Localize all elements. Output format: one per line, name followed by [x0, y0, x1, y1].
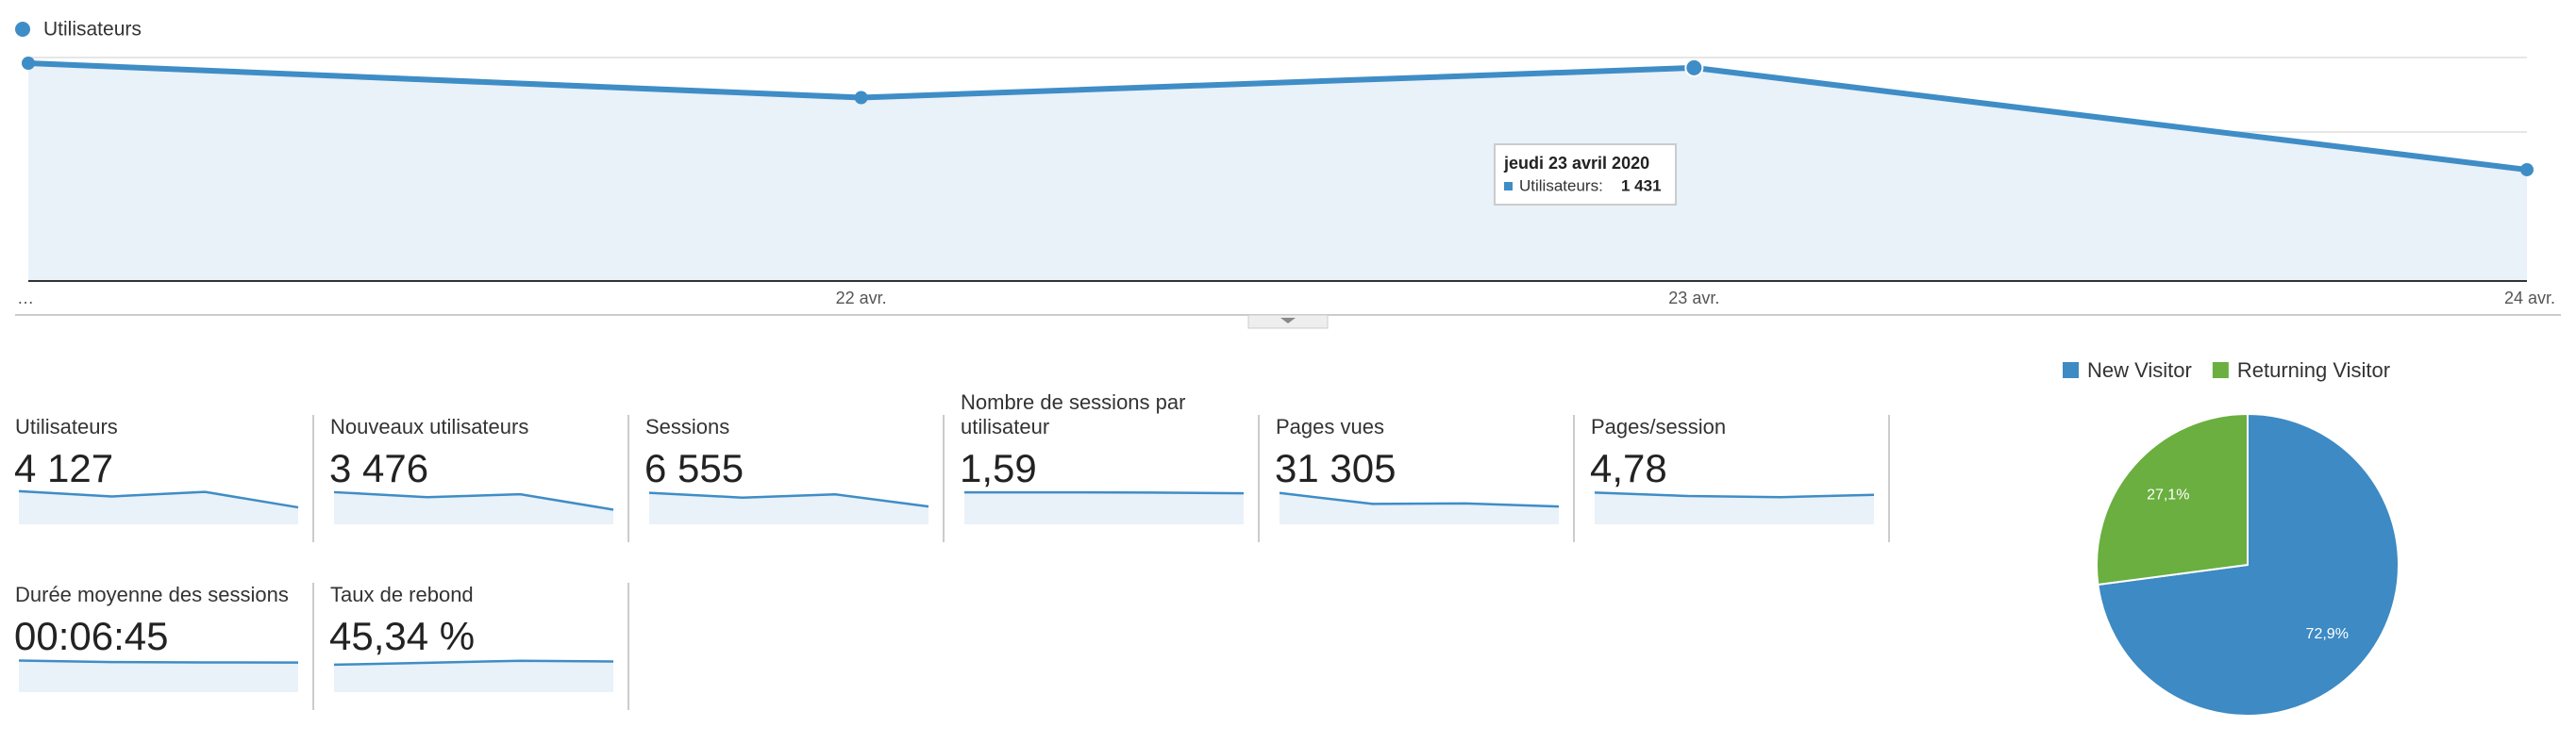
- sparkline-area: [964, 492, 1244, 524]
- metric-label: Taux de rebond: [330, 583, 474, 606]
- x-tick-label: …: [17, 289, 34, 307]
- tooltip-title: jeudi 23 avril 2020: [1503, 154, 1649, 173]
- sparkline: [1594, 491, 1875, 499]
- metric-value: 3 476: [329, 446, 428, 490]
- metric-value: 00:06:45: [14, 614, 169, 658]
- metric-value: 4 127: [14, 446, 113, 490]
- metric-label: Pages/session: [1591, 415, 1726, 438]
- sparkline: [1279, 491, 1560, 508]
- tooltip-swatch: [1504, 182, 1513, 190]
- metric-label: Nombre de sessions par utilisateur: [961, 390, 1185, 438]
- metric-value: 31 305: [1275, 446, 1396, 490]
- legend-dot: [15, 22, 30, 37]
- metric-label-line: utilisateur: [961, 415, 1049, 438]
- metric-label: Utilisateurs: [15, 415, 118, 438]
- sparkline: [18, 489, 299, 509]
- sparkline-area: [334, 491, 613, 524]
- sparkline-area: [649, 492, 928, 524]
- x-tick-label: 24 avr.: [2504, 289, 2555, 307]
- metric-value: 6 555: [644, 446, 744, 490]
- data-point: [854, 91, 868, 105]
- sparkline: [18, 659, 299, 664]
- sparkline: [333, 490, 614, 511]
- legend-swatch: [2212, 362, 2229, 378]
- metric-label: Durée moyenne des sessions: [15, 583, 289, 606]
- legend-label: Returning Visitor: [2237, 358, 2390, 382]
- x-tick-label: 22 avr.: [836, 289, 887, 307]
- sparkline-area: [1595, 492, 1874, 524]
- data-point: [2520, 162, 2534, 176]
- sparkline-area: [334, 660, 613, 692]
- collapse-arrow[interactable]: [1280, 318, 1296, 323]
- pie-value-label: 72,9%: [2306, 626, 2349, 642]
- metric-value: 4,78: [1590, 446, 1667, 490]
- series-area: [28, 63, 2527, 281]
- metric-label-line: Nombre de sessions par: [961, 390, 1185, 414]
- pie-value-label: 27,1%: [2147, 487, 2189, 503]
- tooltip-box: [1494, 143, 1677, 206]
- legend-label: Utilisateurs: [43, 19, 142, 41]
- x-tick-label: 23 avr.: [1668, 289, 1719, 307]
- sparkline-area: [1280, 492, 1559, 524]
- sparkline-area: [19, 660, 298, 692]
- data-point: [1684, 58, 1704, 77]
- metric-value: 1,59: [960, 446, 1037, 490]
- tooltip-label: Utilisateurs:: [1519, 176, 1603, 194]
- data-point: [22, 57, 35, 71]
- metric-label: Nouveaux utilisateurs: [330, 415, 528, 438]
- sparkline: [648, 491, 929, 508]
- legend-swatch: [2063, 362, 2079, 378]
- sparkline: [333, 659, 614, 667]
- sparkline: [964, 490, 1245, 495]
- tooltip: jeudi 23 avril 2020 Utilisateurs: 1 431: [1494, 143, 1677, 206]
- pie-slice: [2095, 412, 2249, 587]
- legend-label: New Visitor: [2087, 358, 2192, 382]
- metric-value: 45,34 %: [329, 614, 475, 658]
- sparkline-area: [19, 490, 298, 524]
- tooltip-value: 1 431: [1621, 176, 1662, 194]
- metric-label: Pages vues: [1276, 415, 1384, 438]
- metric-label: Sessions: [645, 415, 729, 438]
- series-line: [27, 60, 2528, 173]
